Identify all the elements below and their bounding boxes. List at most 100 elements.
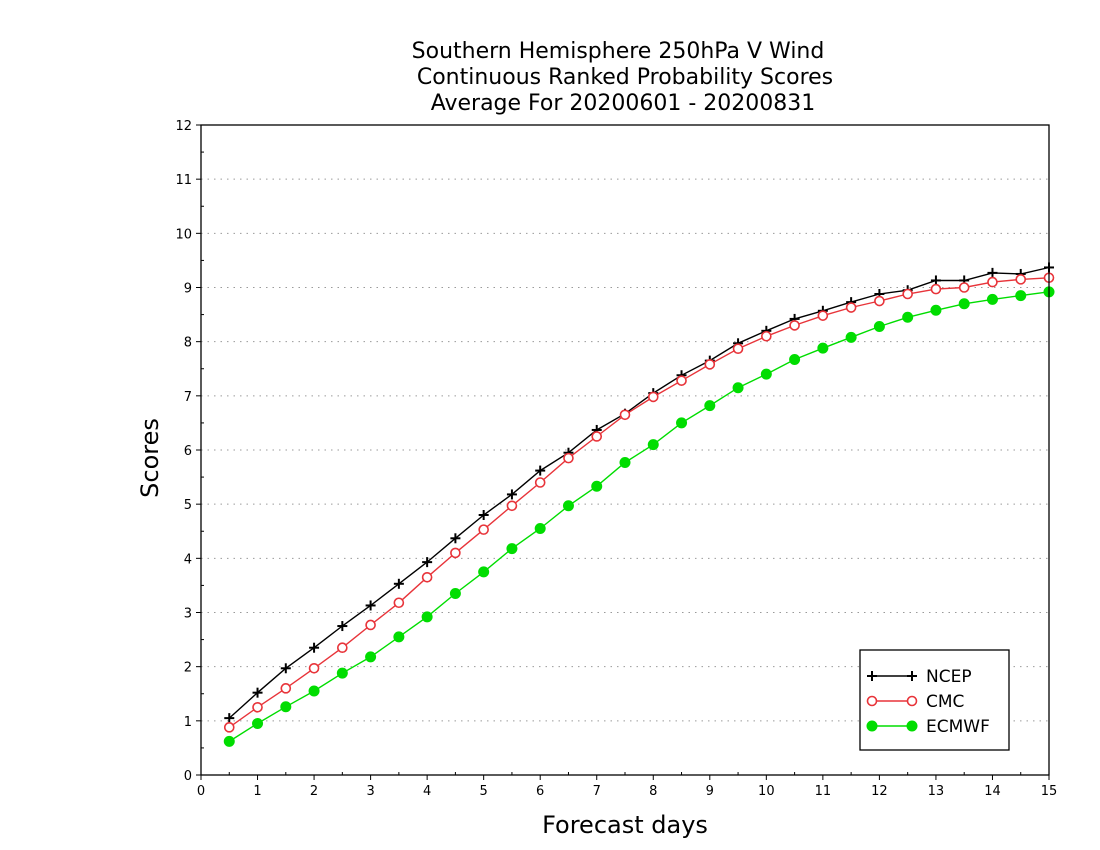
series-cmc-point-marker: [987, 276, 998, 288]
y-tick-label: 12: [175, 119, 192, 134]
series-ecmwf-point-marker: [534, 523, 546, 535]
series-cmc-point-marker: [223, 722, 235, 733]
series-ecmwf-point-marker: [252, 718, 264, 730]
legend-box: [859, 649, 1010, 751]
legend-cmc-end-marker: [906, 695, 918, 707]
series-ecmwf-point-marker: [930, 304, 942, 316]
series-cmc-point-marker: [563, 452, 574, 464]
series-cmc-point-marker: [1015, 274, 1027, 285]
title-line-3: Average For 20200601 - 20200831: [431, 91, 816, 116]
series-ecmwf-point-marker: [393, 631, 405, 643]
series-cmc-point-marker: [845, 302, 857, 313]
series-ecmwf-point-marker: [365, 651, 377, 663]
series-ncep-line: [228, 266, 1050, 719]
legend-ecmwf-start-marker: [866, 720, 878, 732]
series-cmc-point-marker: [365, 619, 376, 631]
series-ecmwf-point-marker: [873, 321, 885, 332]
x-axis-label: Forecast days: [542, 811, 708, 839]
series-ecmwf-point-marker: [280, 701, 292, 713]
legend-label-ecmwf: ECMWF: [926, 717, 990, 737]
x-tick-label: 5: [480, 784, 488, 799]
y-tick-label: 3: [184, 607, 192, 622]
series-cmc-point-marker: [874, 295, 885, 307]
series-ecmwf-point-marker: [449, 588, 461, 600]
x-tick-label: 11: [815, 784, 832, 799]
series-cmc-point-marker: [902, 288, 913, 300]
series-cmc-point-marker: [817, 310, 829, 321]
y-tick-label: 1: [184, 715, 192, 730]
series-cmc-point-marker: [534, 477, 546, 488]
y-tick-label: 2: [184, 661, 192, 676]
series-ecmwf-point-marker: [760, 368, 772, 380]
series-ecmwf-point-marker: [421, 611, 433, 623]
series-cmc-point-marker: [478, 524, 489, 535]
title-line-2: Continuous Ranked Probability Scores: [417, 65, 833, 90]
series-ecmwf-point-marker: [619, 456, 631, 468]
series-ecmwf-point-marker: [506, 543, 518, 555]
x-tick-label: 7: [593, 784, 601, 799]
series-ecmwf-point-marker: [817, 342, 829, 354]
series-ecmwf-point-marker: [789, 354, 801, 366]
x-tick-label: 6: [536, 784, 544, 799]
series-cmc-point-marker: [252, 701, 263, 713]
y-tick-label: 5: [184, 498, 192, 513]
series-ecmwf-point-marker: [562, 500, 574, 512]
series-ecmwf-point-marker: [902, 311, 914, 323]
series-ecmwf: [223, 286, 1055, 747]
series-ecmwf-point-marker: [986, 293, 998, 305]
series-ecmwf-point-marker: [223, 735, 235, 747]
series-ecmwf-point-marker: [336, 667, 348, 679]
legend-ecmwf-end-marker: [906, 720, 918, 732]
series-cmc-point-marker: [337, 642, 348, 654]
x-tick-label: 0: [197, 784, 205, 799]
x-tick-label: 12: [871, 784, 888, 799]
x-tick-label: 14: [984, 784, 1001, 799]
series-cmc-point-marker: [506, 500, 518, 512]
series-cmc-point-marker: [450, 547, 461, 559]
series-ecmwf-point-marker: [647, 439, 659, 451]
series-cmc-point-marker: [280, 683, 292, 694]
legend-cmc-start-marker: [866, 695, 878, 707]
legend-label-ncep: NCEP: [926, 667, 972, 687]
series-cmc-point-marker: [308, 662, 320, 674]
y-tick-label: 10: [175, 227, 192, 242]
series-cmc: [223, 272, 1055, 733]
y-tick-label: 8: [184, 336, 192, 351]
series-cmc-point-marker: [421, 571, 433, 583]
x-tick-label: 8: [649, 784, 657, 799]
series-cmc-point-marker: [732, 343, 744, 355]
y-tick-label: 7: [184, 390, 192, 405]
x-tick-label: 3: [366, 784, 374, 799]
series-cmc-point-marker: [393, 597, 405, 609]
series-cmc-point-marker: [676, 375, 687, 386]
title-line-1: Southern Hemisphere 250hPa V Wind: [412, 39, 825, 64]
x-axis-ticks: 0 1 2 3 4 5 6 7 8 9 10 11 12 13 14 15: [197, 772, 1057, 799]
y-tick-label: 6: [184, 444, 192, 459]
legend-label-cmc: CMC: [926, 692, 964, 712]
y-tick-label: 11: [175, 173, 192, 188]
x-tick-label: 10: [758, 784, 775, 799]
series-ecmwf-point-marker: [1015, 290, 1027, 302]
x-tick-label: 2: [310, 784, 318, 799]
series-ecmwf-point-marker: [478, 566, 490, 578]
x-tick-label: 13: [928, 784, 945, 799]
series-ecmwf-point-marker: [704, 400, 716, 412]
series-cmc-point-marker: [761, 330, 772, 342]
series-ecmwf-point-marker: [845, 331, 857, 343]
x-tick-label: 1: [253, 784, 261, 799]
series-ecmwf-point-marker: [676, 417, 688, 429]
series-cmc-point-marker: [789, 320, 800, 331]
series-ecmwf-point-marker: [958, 298, 970, 310]
series-ecmwf-point-marker: [308, 685, 320, 697]
series-cmc-point-marker: [930, 283, 942, 295]
y-axis-label: Scores: [136, 418, 164, 498]
series-cmc-point-marker: [958, 282, 970, 293]
series-cmc-point-marker: [619, 409, 631, 421]
x-tick-label: 9: [706, 784, 714, 799]
series-cmc-point-marker: [704, 359, 716, 370]
grid-lines: [201, 178, 1049, 722]
y-tick-label: 0: [184, 769, 192, 784]
chart-title: Southern Hemisphere 250hPa V Wind Contin…: [412, 39, 834, 116]
legend: NCEP CMC ECMWF: [859, 649, 1010, 751]
